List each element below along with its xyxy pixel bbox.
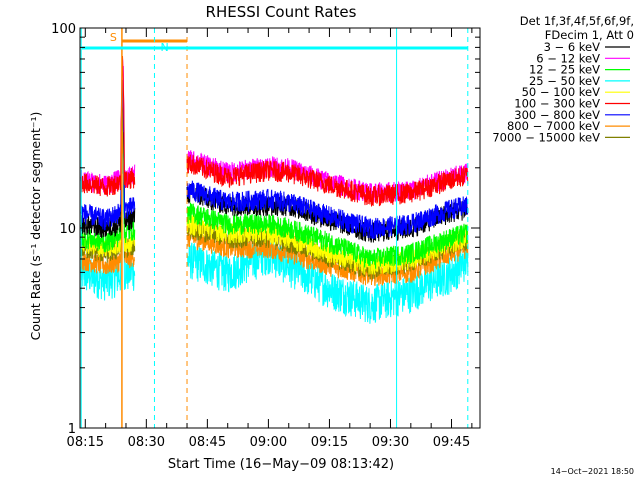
legend-label-1: 6 − 12 keV	[536, 51, 600, 65]
x-tick-label: 09:00	[250, 435, 287, 450]
legend-label-6: 300 − 800 keV	[514, 108, 600, 122]
y-axis-label: Count Rate (s⁻¹ detector segment⁻¹)	[28, 112, 43, 341]
legend-label-4: 50 − 100 keV	[522, 85, 601, 99]
x-tick-label: 08:15	[67, 435, 104, 450]
legend-label-8: 7000 − 15000 keV	[492, 130, 600, 144]
legend-label-7: 800 − 7000 keV	[507, 119, 600, 133]
legend-label-0: 3 − 6 keV	[544, 40, 601, 54]
legend-label-5: 100 − 300 keV	[514, 97, 600, 111]
legend-label-2: 12 − 25 keV	[529, 63, 600, 77]
series-line-2	[80, 107, 469, 269]
x-axis-label: Start Time (16−May−09 08:13:42)	[168, 457, 394, 472]
x-tick-label: 08:45	[189, 435, 226, 450]
legend: Det 1f,3f,4f,5f,6f,9f, FDecim 1, Att 0 3…	[492, 14, 634, 144]
legend-header-line-1: Det 1f,3f,4f,5f,6f,9f,	[520, 14, 634, 28]
x-tick-label: 09:15	[311, 435, 348, 450]
x-tick-label: 08:30	[128, 435, 165, 450]
timestamp: 14−Oct−2021 18:50	[551, 467, 634, 476]
x-tick-label: 09:30	[372, 435, 409, 450]
legend-label-3: 25 − 50 keV	[529, 74, 600, 88]
y-tick-label: 1	[68, 422, 76, 437]
series-line-1	[80, 57, 469, 203]
chart-title: RHESSI Count Rates	[206, 3, 357, 21]
series-line-6	[80, 79, 469, 240]
x-tick-label: 09:45	[433, 435, 470, 450]
y-tick-label: 10	[59, 222, 76, 237]
annotation-label-S: S	[110, 31, 117, 44]
legend-header-line-2: FDecim 1, Att 0	[545, 28, 634, 42]
series-line-5	[80, 55, 469, 207]
plot-content: SN11010008:1508:3008:4509:0009:1509:3009…	[51, 22, 481, 450]
y-tick-label: 100	[51, 22, 76, 37]
